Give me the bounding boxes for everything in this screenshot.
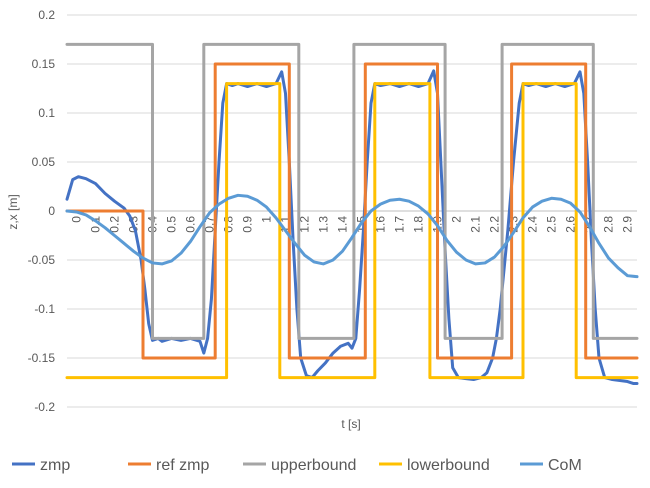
x-tick-label: 0.6 (184, 216, 198, 233)
x-tick-label: 1.7 (393, 216, 407, 233)
x-tick-label: 0.5 (165, 216, 179, 233)
x-tick-label: 0 (70, 216, 84, 223)
x-tick-label: 2.4 (526, 216, 540, 233)
x-tick-label: 1 (260, 216, 274, 223)
series-line-com (65, 193, 639, 279)
x-tick-label: 2.9 (621, 216, 635, 233)
x-tick-label: 1.6 (374, 216, 388, 233)
legend-label: lowerbound (407, 457, 490, 474)
x-tick-label: 1.4 (336, 216, 350, 233)
x-tick-label: 2.5 (545, 216, 559, 233)
x-tick-label: 1.2 (298, 216, 312, 233)
x-tick-label: 1.8 (412, 216, 426, 233)
y-axis-ticks: 0.2 0.15 0.1 0.05 0 -0.05 -0.1 -0.15 -0.2 (28, 8, 56, 414)
y-tick-label: -0.2 (34, 400, 55, 414)
x-axis-title: t [s] (341, 417, 360, 431)
y-tick-label: 0.2 (38, 8, 55, 22)
y-axis-title: z,x [m] (6, 194, 20, 229)
x-tick-label: 2.1 (469, 216, 483, 233)
legend: zmp ref zmp upperbound lowerbound CoM (12, 457, 582, 474)
x-tick-label: 0.8 (222, 216, 236, 233)
x-tick-label: 2.8 (602, 216, 616, 233)
x-tick-label: 0.9 (241, 216, 255, 233)
legend-label: ref zmp (156, 457, 209, 474)
y-tick-label: 0.05 (32, 155, 56, 169)
y-tick-label: -0.05 (28, 253, 56, 267)
series-line-lowerbound (65, 82, 639, 380)
legend-label: CoM (548, 457, 582, 474)
x-tick-label: 2.2 (488, 216, 502, 233)
x-tick-label: 0.2 (108, 216, 122, 233)
y-tick-label: -0.1 (34, 302, 55, 316)
series-line-ref-zmp (65, 62, 639, 360)
y-tick-label: 0 (48, 204, 55, 218)
series-layer (65, 42, 639, 385)
y-tick-label: 0.1 (38, 106, 55, 120)
y-tick-label: 0.15 (32, 57, 56, 71)
x-tick-label: 1.3 (317, 216, 331, 233)
x-tick-label: 2.6 (564, 216, 578, 233)
series-line-upperbound (65, 42, 639, 340)
legend-label: upperbound (271, 457, 356, 474)
x-tick-label: 2 (450, 216, 464, 223)
legend-label: zmp (40, 457, 70, 474)
y-tick-label: -0.15 (28, 351, 56, 365)
